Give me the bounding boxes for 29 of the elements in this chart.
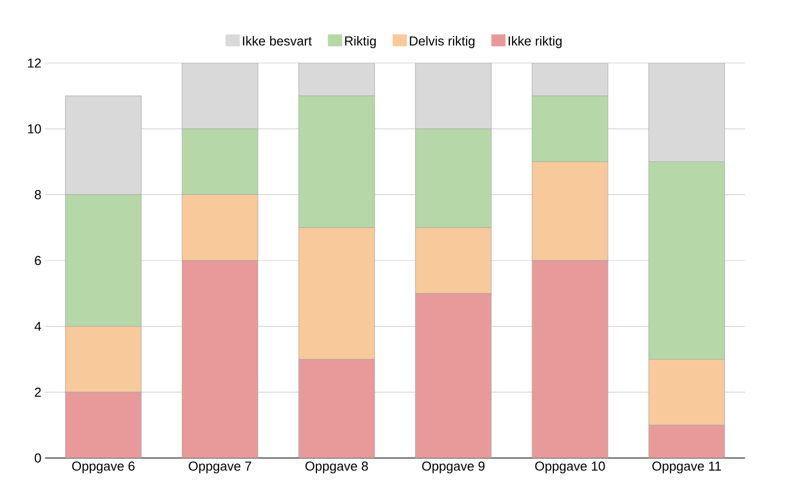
bar [648, 62, 725, 162]
bar [65, 392, 142, 458]
bar [298, 359, 375, 458]
x-tick-label: Oppgave 7 [188, 462, 252, 474]
x-tick-label: Oppgave 6 [72, 462, 135, 474]
bar [182, 62, 258, 130]
legend-label: Ikke besvart [243, 36, 312, 46]
y-tick-label: 12 [28, 58, 41, 68]
legend-label: Riktig [345, 36, 376, 48]
y-tick-label: 4 [34, 322, 42, 331]
bar [415, 293, 492, 458]
y-tick-label: 0 [34, 453, 41, 463]
legend-label: Ikke riktig [508, 36, 562, 48]
y-tick-label: 10 [28, 124, 41, 134]
y-tick-label: 2 [34, 388, 41, 397]
bar [298, 62, 375, 96]
y-tick-label: 8 [34, 190, 41, 200]
bar [65, 96, 142, 195]
x-tick-label: Oppgave 9 [422, 462, 485, 474]
y-tick-label: 6 [34, 256, 41, 266]
legend-label: Delvis riktig [410, 36, 474, 48]
x-tick-label: Oppgave 10 [535, 462, 605, 474]
bar [532, 260, 608, 458]
x-tick-label: Oppgave 8 [305, 462, 368, 474]
bar [182, 260, 258, 458]
bar [648, 424, 725, 458]
x-tick-label: Oppgave 11 [652, 462, 721, 474]
bar [415, 62, 492, 130]
bar [532, 62, 608, 96]
